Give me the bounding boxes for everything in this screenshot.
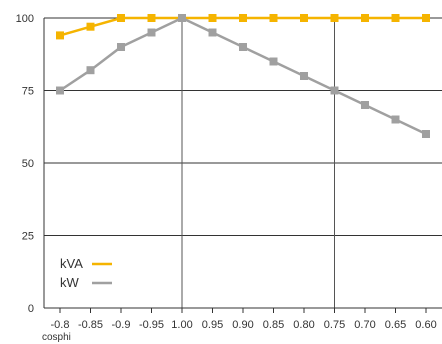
data-point-kw [330,86,339,95]
x-tick-label: 0.85 [263,319,284,331]
data-point-kva [330,14,339,22]
data-point-kva [86,22,95,31]
data-point-kva [239,14,247,22]
data-point-kva [300,14,308,22]
data-point-kva [269,14,278,22]
data-point-kw [422,130,430,138]
x-tick-label: -0.8 [51,319,70,331]
x-tick-label: -0.9 [112,319,131,331]
data-point-kw [147,28,156,37]
data-point-kw [391,115,400,124]
data-point-kw [56,86,64,95]
data-point-kva [117,14,125,22]
data-point-kw [117,43,125,51]
y-tick-label: 25 [22,231,34,243]
y-tick-label: 0 [28,303,34,315]
x-tick-label: 0.90 [232,319,253,331]
x-axis-label: cosphi [42,332,71,343]
series-line-kw [59,16,427,136]
y-axis-ticks: 0 25 50 75 100 [16,13,34,315]
x-tick-label: 0.75 [324,319,345,331]
y-tick-label: 75 [22,86,34,98]
legend: kVA kW [60,256,112,290]
data-point-kw [239,43,247,51]
x-tick-label: 1.00 [171,319,192,331]
data-point-kva [361,14,369,22]
data-point-kva [208,14,217,22]
data-point-kw [300,72,308,80]
series-layer [56,14,430,138]
data-point-kw [208,28,217,37]
data-point-kw [269,57,278,66]
data-point-kw [361,101,369,109]
legend-label-kva: kVA [60,256,83,271]
x-tick-label: 0.70 [354,319,375,331]
x-tick-label: 0.95 [202,319,223,331]
y-tick-label: 100 [16,13,34,25]
data-point-kva [147,14,156,22]
x-tick-label: -0.85 [78,319,103,331]
x-tick-label: 0.60 [415,319,436,331]
x-axis-ticks: -0.8 -0.85 -0.9 -0.95 1.00 0.95 0.90 0.85 0.80 0.… [51,308,437,331]
data-point-kw [86,66,95,75]
x-tick-label: 0.65 [385,319,406,331]
x-tick-label: 0.80 [293,319,314,331]
data-point-kva [422,14,430,22]
x-tick-label: -0.95 [139,319,164,331]
grid [44,17,442,308]
data-point-kw [178,14,186,22]
y-tick-label: 50 [22,158,34,170]
data-point-kva [391,14,400,22]
data-point-kva [56,31,64,40]
legend-label-kw: kW [60,275,80,290]
